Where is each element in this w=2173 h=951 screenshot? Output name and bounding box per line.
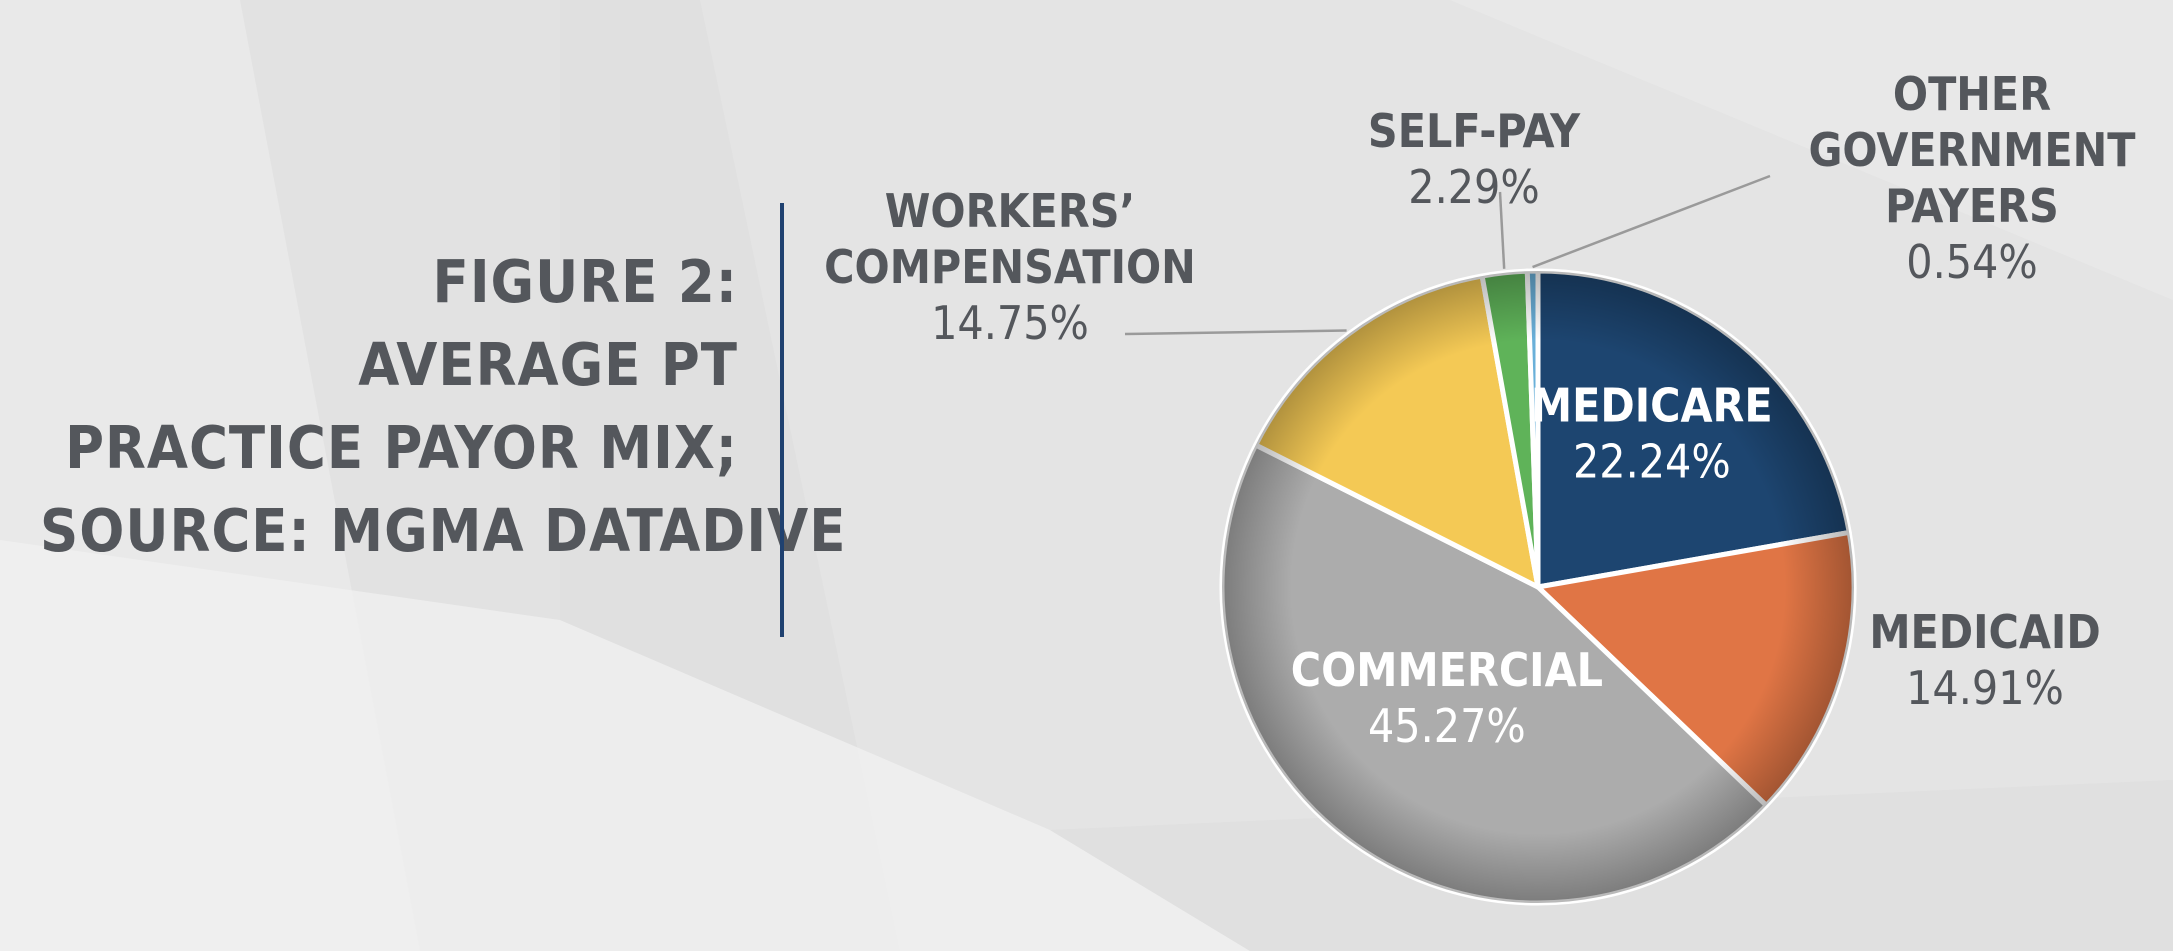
leader-line-other-government-payers xyxy=(1532,174,1771,269)
title-line-1: FIGURE 2: xyxy=(432,247,738,316)
slice-name-other-government-payers: GOVERNMENT xyxy=(1808,123,2136,177)
title-line-3: PRACTICE PAYOR MIX; xyxy=(65,413,738,482)
slice-name-commercial: COMMERCIAL xyxy=(1291,643,1603,697)
title-line-2: AVERAGE PT xyxy=(358,330,738,399)
slice-label-medicaid: MEDICAID 14.91% xyxy=(1869,605,2100,715)
slice-value-workers-compensation: 14.75% xyxy=(931,296,1089,350)
slice-name-medicaid: MEDICAID xyxy=(1869,605,2100,659)
slice-label-self-pay: SELF-PAY 2.29% xyxy=(1368,104,1581,214)
slice-value-medicaid: 14.91% xyxy=(1906,661,2064,715)
slice-label-workers-compensation: WORKERS’ COMPENSATION 14.75% xyxy=(824,184,1196,350)
slice-value-self-pay: 2.29% xyxy=(1408,160,1539,214)
slice-name-workers-compensation: COMPENSATION xyxy=(824,240,1196,294)
leader-line-workers-compensation xyxy=(1124,329,1347,336)
slice-name-other-government-payers: PAYERS xyxy=(1885,179,2059,233)
slice-label-commercial: COMMERCIAL 45.27% xyxy=(1291,643,1603,753)
title-line-4: SOURCE: MGMA DATADIVE xyxy=(40,496,847,565)
slice-label-medicare: MEDICARE 22.24% xyxy=(1531,379,1773,489)
slice-value-other-government-payers: 0.54% xyxy=(1906,235,2037,289)
slice-name-other-government-payers: OTHER xyxy=(1893,67,2051,121)
slice-name-medicare: MEDICARE xyxy=(1531,379,1773,433)
leader-line-self-pay xyxy=(1498,191,1506,269)
slice-label-other-government-payers: OTHER GOVERNMENT PAYERS 0.54% xyxy=(1808,67,2136,289)
slice-name-workers-compensation: WORKERS’ xyxy=(885,184,1135,238)
figure-title: FIGURE 2: AVERAGE PT PRACTICE PAYOR MIX;… xyxy=(40,240,847,572)
slice-value-medicare: 22.24% xyxy=(1573,435,1731,489)
slice-name-self-pay: SELF-PAY xyxy=(1368,104,1581,158)
pie-edge-shading xyxy=(1222,271,1854,903)
title-divider xyxy=(780,203,784,637)
slice-value-commercial: 45.27% xyxy=(1368,699,1526,753)
